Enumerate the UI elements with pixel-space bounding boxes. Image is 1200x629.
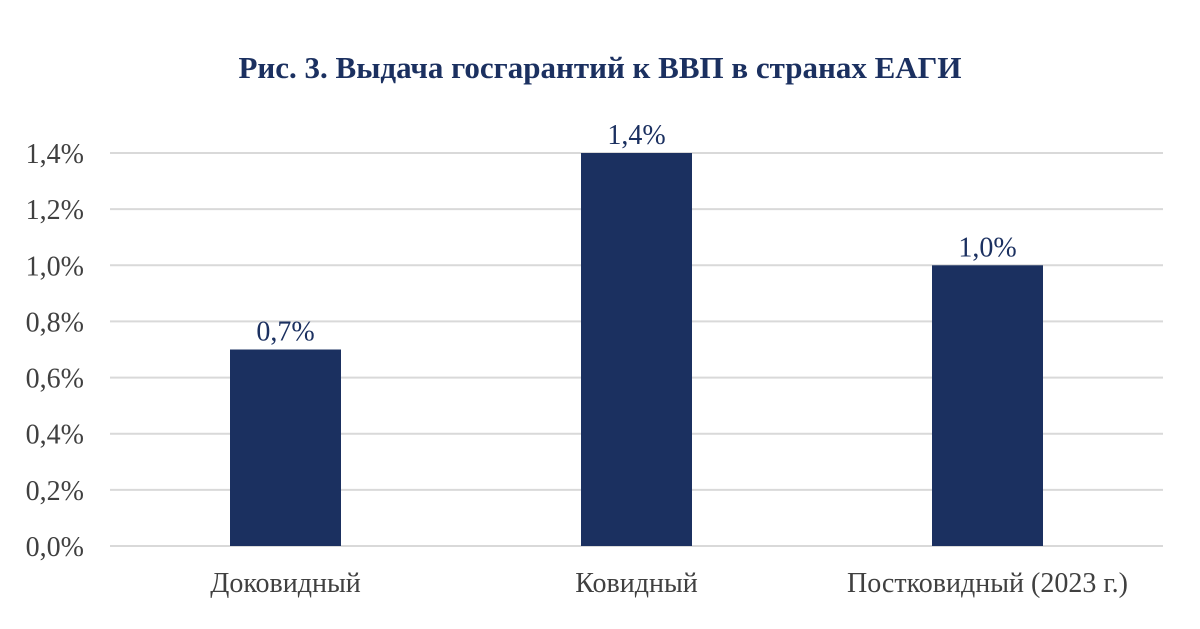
bar [581,153,692,546]
x-axis-category-labels: Доковидный Ковидный Постковидный (2023 г.) [210,568,1128,599]
y-tick-label: 0,6% [26,364,84,395]
chart-title: Рис. 3. Выдача госгарантий к ВВП в стран… [238,50,962,85]
y-tick-label: 1,4% [26,139,84,170]
y-tick-label: 0,4% [26,420,84,451]
bar-value-label: 1,0% [958,232,1016,263]
y-axis-tick-labels: 0,0% 0,2% 0,4% 0,6% 0,8% 1,0% 1,2% 1,4% [26,139,84,563]
bar [932,265,1043,546]
y-tick-label: 0,2% [26,476,84,507]
y-tick-label: 1,2% [26,195,84,226]
y-tick-label: 1,0% [26,251,84,282]
bar-value-label: 0,7% [256,317,314,348]
bar-value-label: 1,4% [607,120,665,151]
y-tick-label: 0,0% [26,532,84,563]
data-labels: 0,7% 1,4% 1,0% [256,120,1016,348]
x-category-label: Постковидный (2023 г.) [847,568,1128,599]
bar [230,349,341,546]
bars [230,153,1043,546]
x-category-label: Доковидный [210,568,361,599]
y-tick-label: 0,8% [26,307,84,338]
x-category-label: Ковидный [575,568,698,599]
